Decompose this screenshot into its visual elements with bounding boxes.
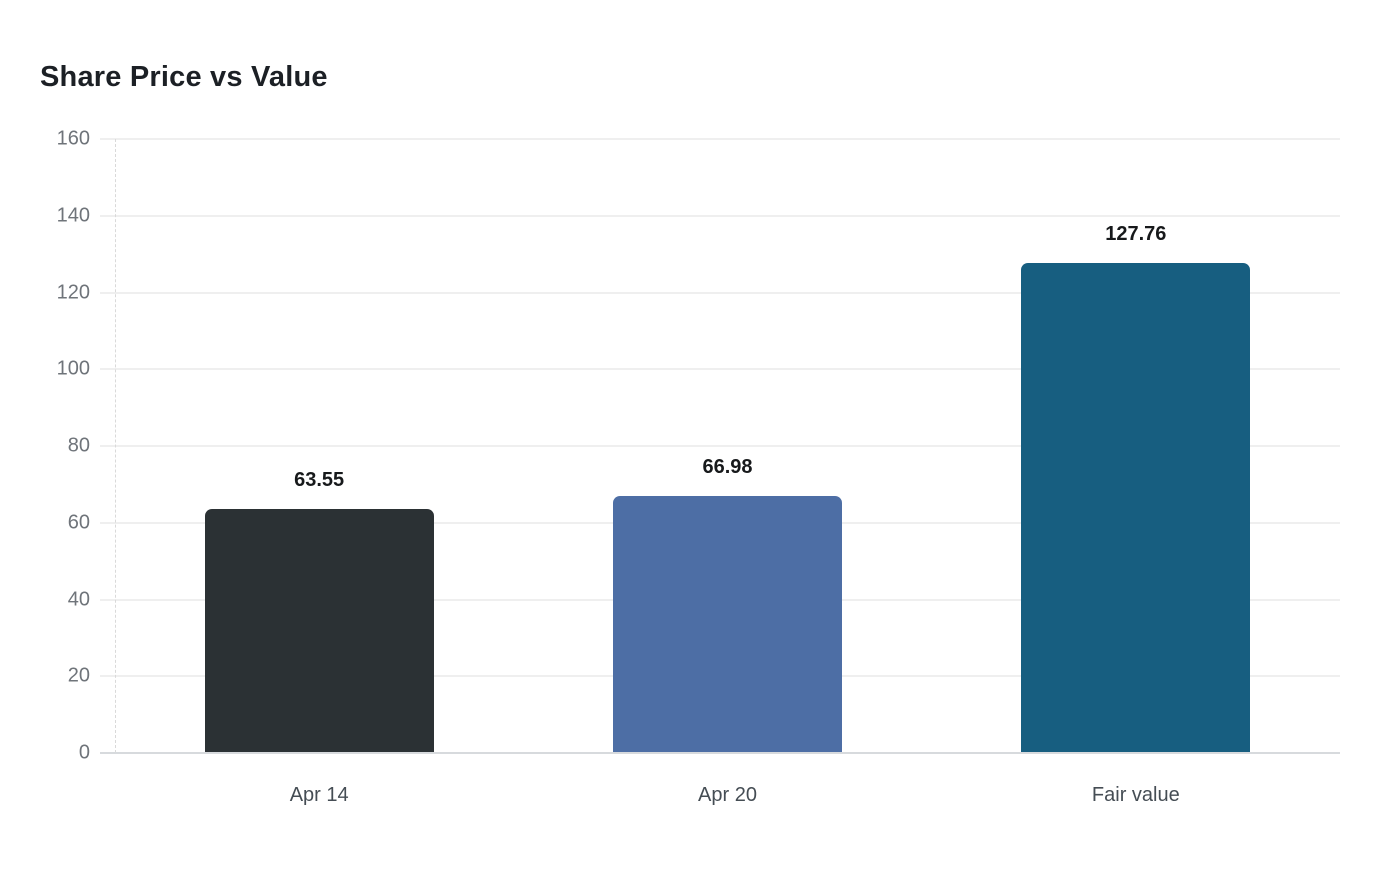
x-axis-baseline [100,752,1340,754]
y-tick-label: 80 [67,434,90,457]
bar-apr-14[interactable] [204,509,434,753]
chart-title: Share Price vs Value [40,61,328,93]
y-axis-labels: 0 20 40 60 80 100 120 140 160 [0,128,90,764]
x-axis-labels: Apr 14 Apr 20 Fair value [100,784,1340,814]
gridline [100,445,1340,447]
y-tick-label: 100 [56,357,90,380]
plot-area: 63.55 66.98 127.76 [100,138,1340,754]
gridline [100,291,1340,294]
gridline [100,368,1340,371]
y-tick-label: 0 [78,741,90,764]
bar-value-label: 63.55 [294,469,345,492]
bar-value-label: 127.76 [1105,222,1167,245]
y-tick-label: 20 [67,664,90,687]
bar-apr-20[interactable] [613,495,842,753]
bar-fair-value[interactable] [1021,262,1251,753]
bar-value-label: 66.98 [702,455,753,478]
x-tick-label: Apr 20 [698,784,757,806]
y-axis-line [115,139,116,753]
y-tick-label: 120 [56,281,90,303]
x-tick-label: Fair value [1091,784,1180,806]
y-tick-label: 40 [67,588,90,610]
y-tick-label: 140 [56,204,90,227]
gridline [100,214,1340,217]
y-tick-label: 160 [56,127,90,150]
y-tick-label: 60 [67,511,90,534]
gridline [100,138,1340,140]
x-tick-label: Apr 14 [289,784,349,806]
